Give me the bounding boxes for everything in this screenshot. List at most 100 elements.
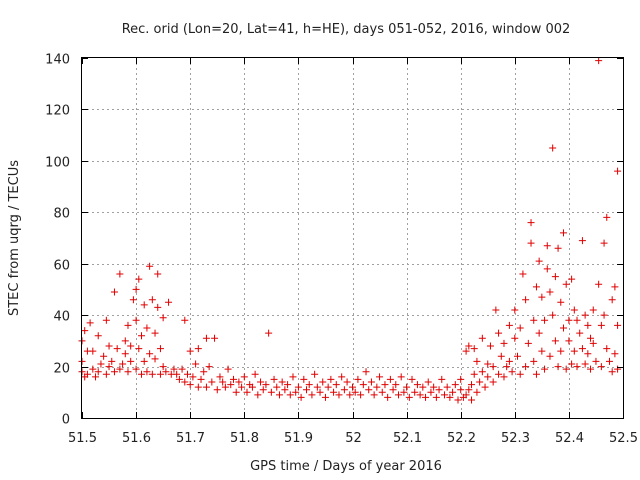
x-tick-label: 51.9	[284, 431, 313, 446]
data-point	[603, 345, 611, 353]
data-point	[600, 239, 608, 247]
data-point	[319, 378, 327, 386]
data-point	[156, 370, 164, 378]
data-point	[183, 370, 191, 378]
data-point	[273, 383, 281, 391]
data-point	[438, 375, 446, 383]
data-point	[324, 383, 332, 391]
data-point	[313, 383, 321, 391]
data-point	[451, 381, 459, 389]
data-point	[159, 314, 167, 322]
data-point	[584, 321, 592, 329]
data-point	[600, 311, 608, 319]
data-point	[173, 370, 181, 378]
data-point	[143, 324, 151, 332]
data-point	[192, 360, 200, 368]
data-point	[570, 347, 578, 355]
data-point	[578, 345, 586, 353]
y-tick-label: 60	[53, 259, 70, 274]
data-point	[481, 383, 489, 391]
data-point	[381, 381, 389, 389]
gridlines	[82, 58, 623, 418]
data-point	[608, 368, 616, 376]
data-point	[165, 298, 173, 306]
data-point	[213, 386, 221, 394]
data-point	[327, 375, 335, 383]
data-point	[316, 388, 324, 396]
data-point	[384, 393, 392, 401]
data-point	[135, 275, 143, 283]
data-point	[530, 316, 538, 324]
data-point	[551, 273, 559, 281]
data-point	[549, 311, 557, 319]
data-point	[110, 368, 118, 376]
data-point	[435, 386, 443, 394]
data-point	[202, 334, 210, 342]
data-point	[543, 265, 551, 273]
data-point	[240, 373, 248, 381]
data-point	[614, 321, 622, 329]
data-point	[189, 373, 197, 381]
data-point	[484, 373, 492, 381]
data-point	[97, 360, 105, 368]
data-point	[156, 345, 164, 353]
x-axis-label: GPS time / Days of year 2016	[250, 459, 442, 474]
data-point	[443, 383, 451, 391]
data-point	[267, 388, 275, 396]
data-point	[83, 370, 91, 378]
data-point	[587, 334, 595, 342]
data-point	[105, 342, 113, 350]
data-point	[486, 342, 494, 350]
data-point	[394, 391, 402, 399]
data-point	[308, 391, 316, 399]
data-point	[551, 337, 559, 345]
data-point	[500, 339, 508, 347]
data-point	[532, 283, 540, 291]
data-point	[614, 167, 622, 175]
data-point	[294, 383, 302, 391]
data-point	[178, 365, 186, 373]
data-point	[416, 391, 424, 399]
data-point	[559, 229, 567, 237]
data-point	[359, 381, 367, 389]
data-point	[530, 357, 538, 365]
data-point	[568, 360, 576, 368]
data-point	[389, 386, 397, 394]
data-point	[589, 339, 597, 347]
data-point	[229, 375, 237, 383]
data-point	[495, 370, 503, 378]
data-point	[376, 373, 384, 381]
y-tick-label: 140	[45, 53, 70, 68]
data-point	[303, 386, 311, 394]
data-point	[110, 288, 118, 296]
data-point	[505, 357, 513, 365]
data-point	[422, 393, 430, 401]
data-point	[413, 381, 421, 389]
data-point	[284, 381, 292, 389]
data-point	[546, 288, 554, 296]
data-point	[557, 298, 565, 306]
data-point	[554, 244, 562, 252]
data-point	[500, 373, 508, 381]
data-point	[386, 375, 394, 383]
data-point	[154, 270, 162, 278]
y-tick-label: 20	[53, 362, 70, 377]
data-point	[565, 316, 573, 324]
data-point	[257, 378, 265, 386]
x-tick-label: 51.6	[122, 431, 151, 446]
data-point	[570, 306, 578, 314]
data-point	[121, 337, 129, 345]
data-point	[595, 57, 603, 65]
data-point	[162, 368, 170, 376]
x-tick-label: 52.5	[609, 431, 638, 446]
data-point	[100, 352, 108, 360]
data-point	[140, 357, 148, 365]
data-point	[262, 381, 270, 389]
data-point	[373, 383, 381, 391]
data-point	[405, 393, 413, 401]
data-point	[468, 381, 476, 389]
y-tick-label: 80	[53, 207, 70, 222]
data-point	[238, 383, 246, 391]
